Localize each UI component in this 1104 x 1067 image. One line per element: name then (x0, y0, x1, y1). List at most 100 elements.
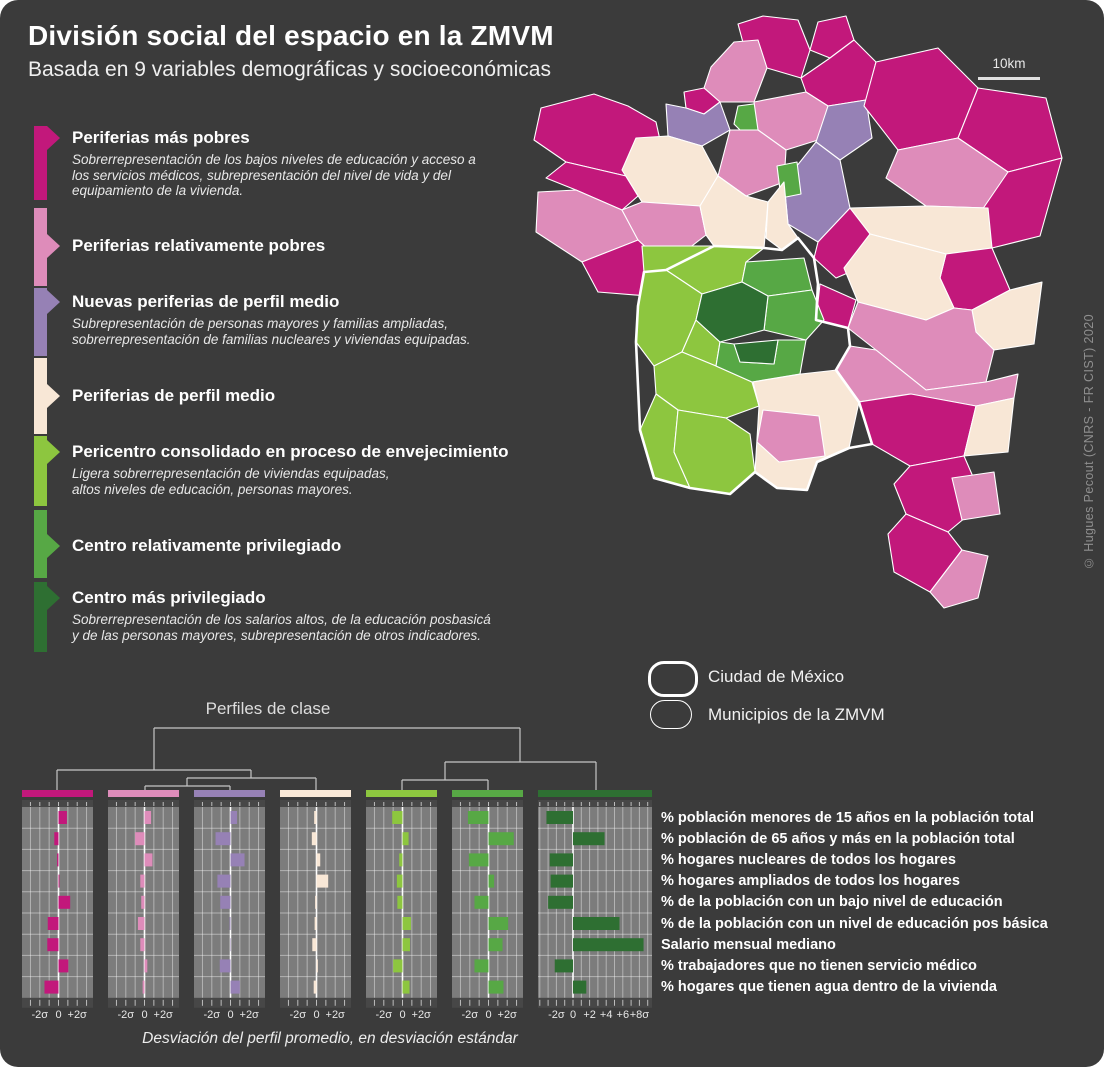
deviation-bar (402, 938, 410, 952)
choropleth-map (533, 15, 1063, 609)
deviation-bar (488, 832, 514, 846)
deviation-bar (573, 917, 620, 930)
deviation-bar (550, 874, 573, 888)
deviation-bar (47, 917, 59, 930)
panel-grid (280, 800, 351, 1008)
deviation-bar (144, 853, 153, 867)
panel-axis-labels: -2σ 0 +2σ (260, 1009, 371, 1025)
axis-tick-label: 0 (227, 1009, 234, 1021)
axis-tick-label: -2σ (548, 1009, 565, 1021)
panel-grid (366, 800, 437, 1008)
deviation-bar (402, 832, 409, 846)
map-region (981, 157, 1063, 249)
variable-label: Salario mensual mediano (661, 936, 836, 953)
map-region (733, 339, 779, 365)
municipios-boundary-symbol (650, 700, 692, 729)
page-subtitle: Basada en 9 variables demográficas y soc… (28, 58, 551, 81)
panel-class-color-bar (22, 790, 93, 797)
deviation-bar (316, 959, 318, 973)
panel-grid (452, 800, 523, 1008)
class-title: Periferias más pobres (72, 128, 250, 147)
deviation-bar (314, 811, 317, 824)
map-region (756, 409, 826, 463)
map-region (815, 99, 873, 161)
deviation-bar (58, 895, 71, 909)
deviation-bar (474, 895, 489, 909)
map-region (695, 281, 769, 343)
legend-item: Centro relativamente privilegiado (34, 510, 341, 578)
class-title: Periferias relativamente pobres (72, 236, 326, 255)
deviation-bar (488, 917, 509, 930)
cdmx-outline (634, 236, 874, 496)
deviation-bar (58, 874, 60, 888)
page-title: División social del espacio en la ZMVM (28, 20, 554, 51)
deviation-bar (546, 811, 573, 824)
class-description: Sobrerrepresentación de los salarios alt… (72, 612, 491, 643)
deviation-bar (140, 874, 145, 888)
legend-item: Pericentro consolidado en proceso de env… (34, 436, 592, 506)
axis-tick-label: 0 (569, 1009, 577, 1021)
map-region (929, 549, 989, 609)
variable-label: % hogares nucleares de todos los hogares (661, 851, 956, 868)
axis-tick-label: +2σ (239, 1009, 259, 1021)
class-color-marker-icon (34, 208, 60, 286)
deviation-bar (488, 980, 504, 994)
axis-tick-label: -2σ (375, 1009, 393, 1021)
class-color-marker-icon (34, 358, 60, 434)
deviation-bar (573, 980, 587, 994)
deviation-bar (468, 853, 489, 867)
axis-tick-label: +2 (583, 1009, 596, 1021)
deviation-bar (314, 917, 317, 930)
axis-tick-label: 0 (399, 1009, 406, 1021)
variable-label: % trabajadores que no tienen servicio mé… (661, 957, 977, 974)
class-color-marker-icon (34, 510, 60, 578)
class-color-marker-icon (34, 582, 60, 652)
panel-axis-labels: -2σ 0 +2 +4 +6 +8σ (518, 1009, 672, 1025)
panel-axis-labels: -2σ 0 +2σ (174, 1009, 285, 1025)
axis-tick-label: -2σ (31, 1009, 49, 1021)
deviation-bar (135, 832, 145, 846)
deviation-bar (474, 959, 489, 973)
axis-tick-label: +4 (599, 1009, 613, 1021)
deviation-bar (230, 980, 240, 994)
deviation-bar (488, 874, 495, 888)
dendrogram (56, 727, 597, 791)
axis-tick-label: +2σ (153, 1009, 173, 1021)
deviation-bar (399, 853, 403, 867)
map-region (858, 393, 977, 467)
x-axis-caption: Desviación del perfil promedio, en desvi… (142, 1030, 518, 1047)
axis-tick-label: 0 (313, 1009, 320, 1021)
map-region (963, 397, 1015, 457)
variable-label: % de la población con un bajo nivel de e… (661, 894, 1003, 911)
profiles-title: Perfiles de clase (205, 699, 331, 718)
class-color-marker-icon (34, 436, 60, 506)
deviation-bar (220, 895, 231, 909)
deviation-bar (140, 938, 145, 952)
panel-class-color-bar (366, 790, 437, 797)
panel-class-color-bar (280, 790, 351, 797)
deviation-bar (488, 938, 503, 952)
class-color-marker-icon (34, 288, 60, 356)
cdmx-boundary-label: Ciudad de México (708, 667, 845, 686)
scale-bar-line (978, 77, 1040, 80)
deviation-bar (229, 917, 231, 930)
panel-grid (22, 800, 93, 1008)
class-title: Pericentro consolidado en proceso de env… (72, 442, 509, 461)
axis-tick-label: +2σ (67, 1009, 87, 1021)
legend-item: Periferias relativamente pobres (34, 208, 326, 286)
deviation-bar (573, 832, 605, 846)
deviation-bar (219, 959, 231, 973)
axis-tick-label: 0 (485, 1009, 492, 1021)
axis-tick-label: -2σ (203, 1009, 221, 1021)
legend-item-text: Pericentro consolidado en proceso de env… (72, 436, 592, 497)
deviation-bar (467, 811, 489, 824)
deviation-bar (47, 938, 59, 952)
deviation-bar (312, 938, 317, 952)
deviation-bar (58, 811, 67, 824)
axis-tick-label: -2σ (461, 1009, 479, 1021)
class-color-marker-icon (34, 126, 60, 200)
legend-item: Centro más privilegiado Sobrerrepresentac… (34, 582, 592, 652)
deviation-bar (548, 895, 573, 909)
legend-item-text: Centro más privilegiado Sobrerrepresentac… (72, 582, 592, 643)
